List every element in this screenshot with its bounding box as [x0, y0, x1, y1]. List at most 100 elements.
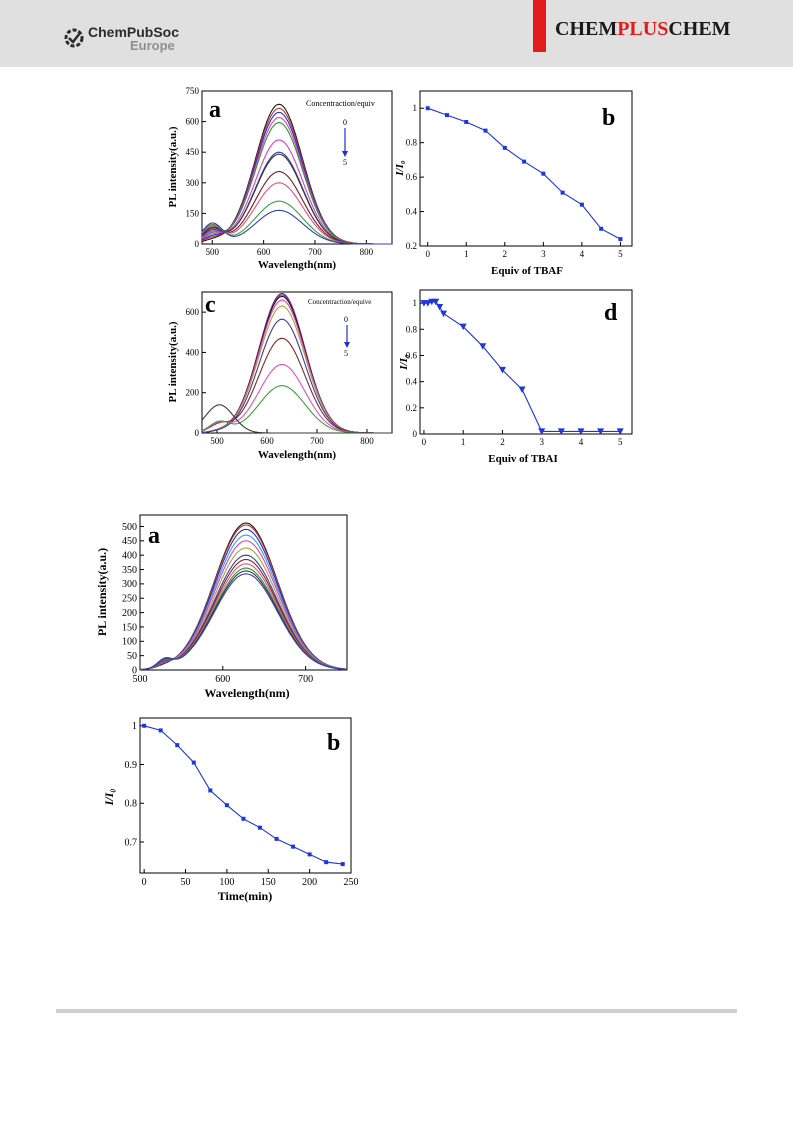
x-tick-label: 3 — [539, 437, 544, 447]
footer-rule — [56, 1009, 737, 1013]
fig1d-ylabel: I/I₀ — [398, 354, 410, 371]
data-point — [502, 145, 507, 150]
y-tick-label: 200 — [186, 388, 200, 398]
y-tick-label: 400 — [186, 347, 200, 357]
fig1c-ylabel: PL intensity(a.u.) — [167, 321, 179, 402]
fig1b-xlabel: Equiv of TBAF — [491, 265, 563, 277]
chart-fig1d: 0 1 2 3 4 5 0 0.2 0.4 0.6 0.8 1 d Equiv of TBAI I/I… — [398, 289, 633, 465]
y-tick-label: 200 — [122, 608, 137, 619]
data-point — [483, 128, 488, 133]
x-tick-label: 700 — [310, 436, 324, 446]
y-tick-label: 400 — [122, 551, 137, 562]
x-tick-label: 600 — [215, 674, 230, 685]
logo-line1: ChemPubSoc — [88, 24, 180, 40]
y-tick-label: 0 — [132, 665, 137, 676]
y-tick-label: 150 — [122, 622, 137, 633]
chart-fig2b: 0 50 100 150 200 250 0.7 0.8 0.9 1 b Time(min) I/… — [102, 717, 359, 903]
fig2b-panel-letter: b — [327, 730, 340, 756]
data-point — [522, 159, 527, 164]
y-tick-label: 0 — [195, 239, 200, 249]
spectrum-line — [201, 111, 392, 245]
x-tick-label: 600 — [257, 247, 271, 257]
y-tick-label: 300 — [122, 579, 137, 590]
y-tick-label: 0.6 — [406, 350, 418, 360]
y-tick-label: 600 — [186, 307, 200, 317]
y-tick-label: 0.8 — [406, 324, 418, 334]
fig2b-xlabel: Time(min) — [218, 889, 272, 903]
spectrum-line — [139, 567, 348, 671]
y-tick-label: 100 — [122, 637, 137, 648]
y-tick-label: 50 — [127, 651, 137, 662]
data-point — [191, 760, 196, 765]
x-tick-label: 150 — [261, 877, 276, 888]
x-tick-label: 0 — [142, 877, 147, 888]
fig2a-ylabel: PL intensity(a.u.) — [95, 548, 109, 636]
data-point — [175, 743, 180, 748]
fig1a-legend-title: Concentraction/equiv — [306, 99, 375, 108]
series-line — [423, 301, 621, 432]
spectrum-line — [139, 573, 348, 671]
series-line — [427, 107, 621, 240]
fig1d-frame — [419, 289, 633, 435]
x-tick-label: 600 — [260, 436, 274, 446]
data-point — [274, 836, 279, 841]
data-point — [208, 788, 213, 793]
y-tick-label: 0.9 — [125, 760, 138, 771]
x-tick-label: 50 — [181, 877, 191, 888]
data-point — [291, 844, 296, 849]
x-tick-label: 500 — [206, 247, 220, 257]
data-point — [464, 120, 469, 124]
x-tick-label: 250 — [344, 877, 359, 888]
data-point — [440, 310, 448, 318]
y-tick-label: 450 — [186, 147, 200, 157]
x-tick-label: 1 — [461, 437, 466, 447]
fig1a-panel-letter: a — [209, 97, 221, 123]
y-tick-label: 1 — [132, 721, 137, 732]
data-point — [579, 202, 584, 207]
y-tick-label: 300 — [186, 178, 200, 188]
y-tick-label: 0.4 — [406, 207, 418, 217]
y-tick-label: 0.4 — [406, 377, 418, 387]
fig2a-panel-letter: a — [148, 523, 160, 549]
fig1b-panel-letter: b — [602, 105, 615, 131]
y-tick-label: 0.6 — [406, 172, 418, 182]
x-tick-label: 200 — [302, 877, 317, 888]
spectrum-line — [201, 139, 392, 245]
journal-title: CHEMPLUSCHEM — [555, 18, 731, 41]
x-tick-label: 4 — [579, 437, 584, 447]
y-tick-label: 350 — [122, 565, 137, 576]
fig1b-frame — [419, 90, 633, 247]
y-tick-label: 0 — [195, 428, 200, 438]
y-tick-label: 250 — [122, 594, 137, 605]
data-point — [498, 366, 506, 374]
data-point — [518, 386, 526, 393]
fig1a-frame — [201, 90, 393, 245]
data-point — [597, 428, 605, 435]
y-tick-label: 150 — [186, 208, 200, 218]
chart-fig1b: 0 1 2 3 4 5 0.2 0.4 0.6 0.8 1 b Equiv of TBAF I/I₀ — [394, 90, 633, 277]
x-tick-label: 800 — [360, 436, 374, 446]
x-tick-label: 100 — [219, 877, 234, 888]
x-tick-label: 0 — [422, 437, 427, 447]
spectrum-line — [201, 209, 392, 245]
journal-accent-bar — [533, 0, 546, 52]
spectrum-line — [139, 522, 348, 671]
y-tick-label: 450 — [122, 536, 137, 547]
data-point — [257, 825, 262, 830]
x-tick-label: 1 — [464, 249, 469, 259]
publisher-logo-icon — [64, 28, 84, 48]
data-point — [444, 113, 449, 118]
data-point — [538, 428, 546, 435]
y-tick-label: 0.7 — [125, 837, 138, 848]
fig1c-legend-bottom: 5 — [344, 349, 348, 358]
fig1c-legend-top: 0 — [344, 315, 348, 324]
spectrum-line — [201, 318, 392, 434]
journal-title-part3: CHEM — [668, 18, 731, 40]
data-point — [324, 860, 329, 865]
fig1d-panel-letter: d — [604, 300, 618, 326]
data-point — [560, 190, 565, 195]
fig1c-xlabel: Wavelength(nm) — [258, 449, 337, 461]
journal-title-part2: PLUS — [617, 18, 669, 40]
x-tick-label: 2 — [500, 437, 505, 447]
